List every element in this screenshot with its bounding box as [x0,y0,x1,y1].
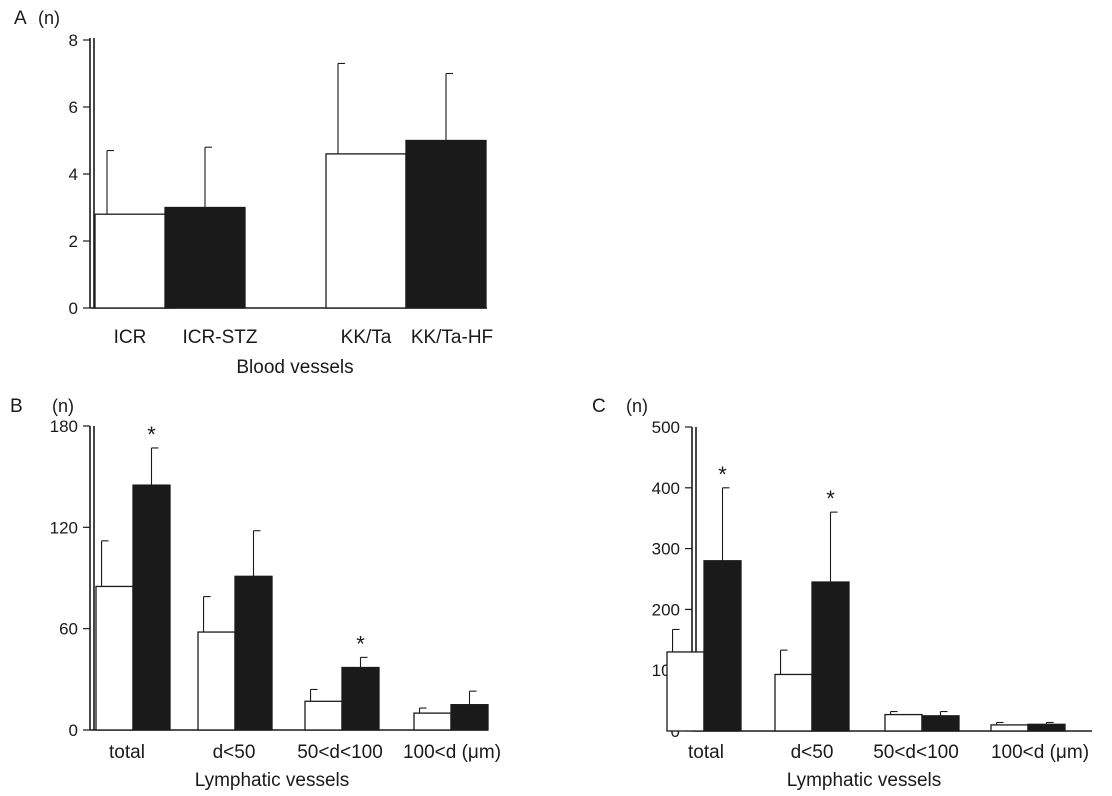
y-tick-label-a: 8 [69,31,78,50]
y-tick-label-b: 60 [59,620,78,639]
bar-c [703,560,742,732]
significance-marker-c: * [718,462,727,487]
y-tick-label-a: 0 [69,299,78,318]
panel-b: B (n) Lymphatic vessels 0 60 120 180 * total d… [10,396,501,791]
panel-label-c: C [592,396,606,417]
y-unit-label-a: (n) [38,8,60,28]
bar-b [450,704,489,731]
panel-label-a: A [14,8,27,29]
bar-c [921,715,960,732]
y-tick-label-b: 0 [69,721,78,740]
x-category-label-c: 100<d (μm) [991,742,1089,763]
x-category-label-b: d<50 [213,742,256,763]
bar-c [811,581,850,732]
y-tick-label-a: 4 [69,165,78,184]
y-tick-label-a: 2 [69,232,78,251]
bar-b [234,575,273,731]
significance-marker-c: * [826,486,835,511]
x-category-label-a: KK/Ta-HF [411,327,493,348]
bar-a [94,213,176,309]
panel-label-b: B [10,396,23,417]
bar-c [666,651,705,732]
x-axis-title-c: Lymphatic vessels [787,770,942,791]
bar-c [774,673,813,732]
y-tick-label-c: 400 [652,479,680,498]
x-category-label-b: total [109,742,145,763]
y-unit-label-b: (n) [52,396,74,416]
x-axis-title-a: Blood vessels [236,357,353,378]
x-category-label-a: KK/Ta [341,327,392,348]
x-category-label-b: 100<d (μm) [403,742,501,763]
bar-c [884,713,923,732]
y-tick-label-b: 180 [50,417,78,436]
bar-a [325,153,407,309]
y-tick-label-c: 500 [652,418,680,437]
bar-b [304,700,343,731]
bar-a [405,139,487,309]
panel-c: C (n) Lymphatic vessels 0100200300400500… [592,396,1092,791]
x-category-label-a: ICR [114,327,147,348]
y-tick-label-a: 6 [69,98,78,117]
y-unit-label-c: (n) [626,396,648,416]
bar-b [95,585,134,731]
significance-marker-b: * [147,422,156,447]
bar-b [341,666,380,731]
x-category-label-b: 50<d<100 [297,742,383,763]
x-category-label-a: ICR-STZ [183,327,258,348]
bar-c [990,724,1029,732]
x-category-label-c: 50<d<100 [873,742,959,763]
x-category-label-c: d<50 [791,742,834,763]
bar-b [413,712,452,731]
significance-marker-b: * [356,631,365,656]
y-tick-label-b: 120 [50,518,78,537]
y-tick-label-c: 200 [652,600,680,619]
bar-a [164,206,246,309]
x-category-label-c: total [688,742,724,763]
bar-b [132,484,171,731]
bar-c [1027,723,1066,732]
bar-b [197,631,236,731]
x-axis-title-b: Lymphatic vessels [195,770,350,791]
y-tick-label-c: 300 [652,540,680,559]
panel-a: A (n) Blood vessels 0 2 4 6 8 ICR ICR-STZ KK/Ta… [14,8,493,378]
